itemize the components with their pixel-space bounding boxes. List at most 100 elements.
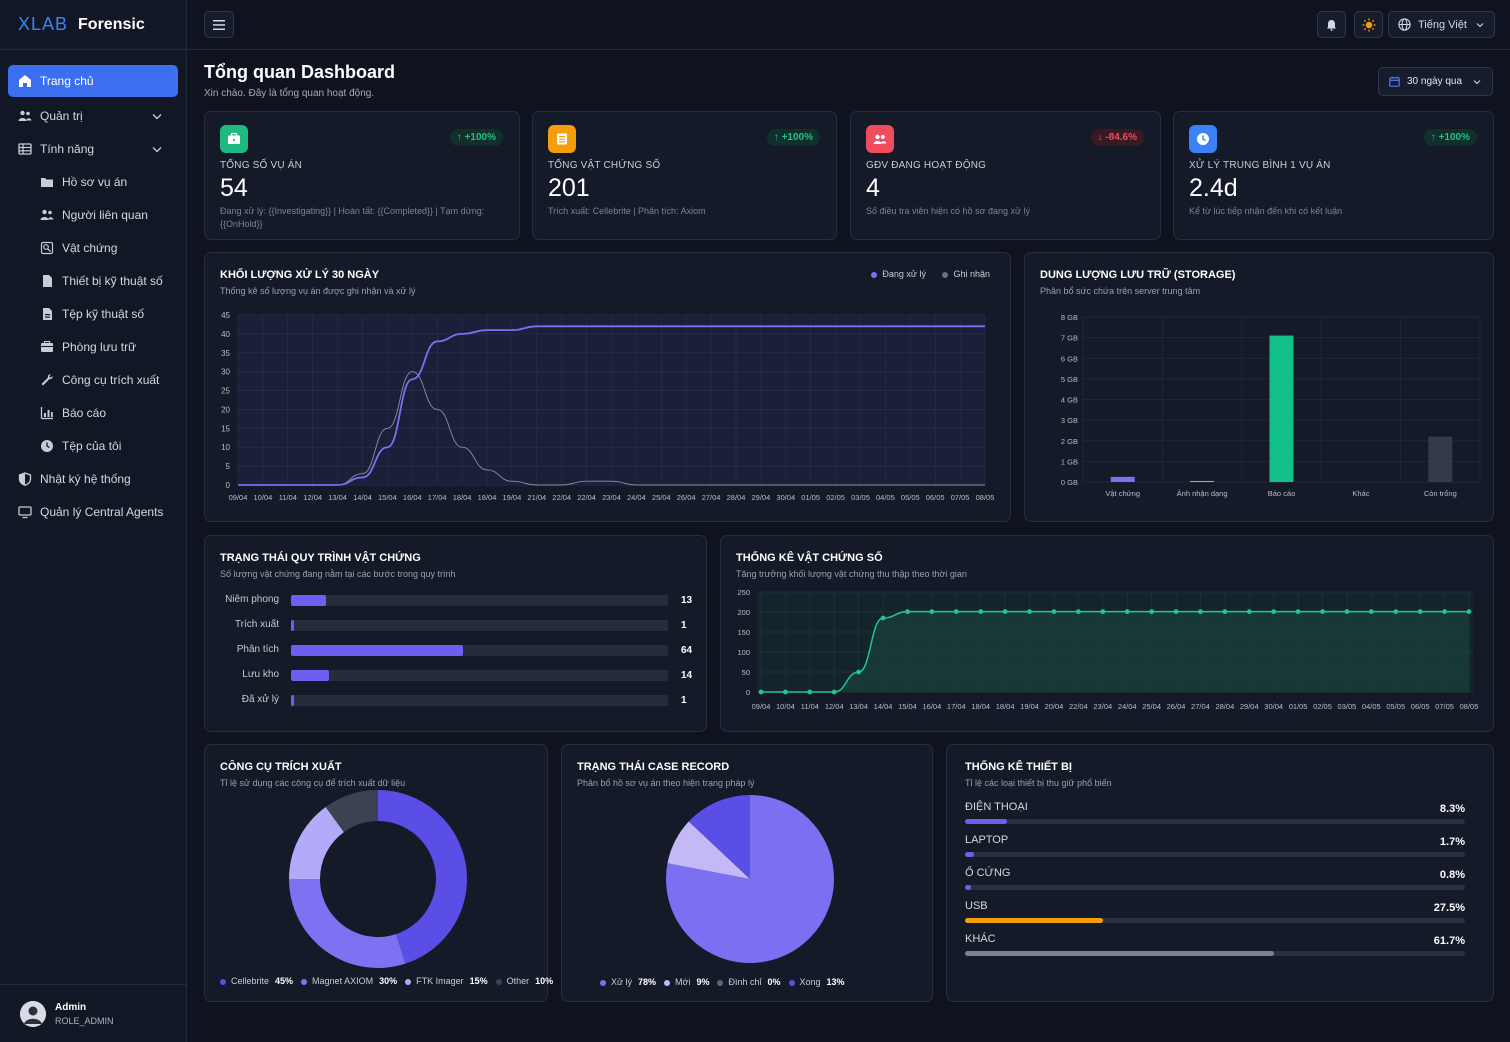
sidebar-item-storage[interactable]: Phòng lưu trữ <box>8 330 178 363</box>
device-row-track <box>965 819 1465 824</box>
data-point <box>953 609 959 614</box>
sidebar-item-grid[interactable]: Tính năng <box>8 132 178 165</box>
legend-item[interactable]: Mới 9% <box>664 977 717 987</box>
user-profile[interactable]: Admin ROLE_ADMIN <box>0 984 187 1042</box>
globe-icon <box>1398 18 1411 31</box>
legend-item[interactable]: Cellebrite 45% <box>220 976 301 986</box>
legend-dot <box>717 979 724 986</box>
theme-toggle-button[interactable] <box>1354 11 1383 38</box>
x-tick-label: 17/04 <box>947 702 966 711</box>
x-tick-label: 28/04 <box>727 493 746 502</box>
y-tick-label: 35 <box>221 349 230 358</box>
myfiles-icon <box>40 439 54 453</box>
language-select[interactable]: Tiếng Việt <box>1388 11 1495 38</box>
data-point <box>807 689 813 695</box>
legend-item[interactable]: Magnet AXIOM 30% <box>301 976 405 986</box>
data-point <box>929 609 935 614</box>
workflow-row-bar <box>291 620 294 631</box>
workflow-row-label: Đã xử lý <box>241 694 279 705</box>
x-tick-label: 25/04 <box>652 493 671 502</box>
data-point <box>1075 609 1081 614</box>
x-tick-label: 04/05 <box>876 493 895 502</box>
legend-item-received[interactable]: Ghi nhận <box>942 269 990 279</box>
x-tick-label: 21/04 <box>527 493 546 502</box>
sidebar-item-report[interactable]: Báo cáo <box>8 396 178 429</box>
data-point <box>1173 609 1179 614</box>
legend-item[interactable]: Xong 13% <box>788 977 853 987</box>
device-stats-card: THỐNG KÊ THIẾT BỊ Tỉ lệ các loại thiết b… <box>946 744 1494 1002</box>
device-row-track <box>965 918 1465 923</box>
sidebar-item-home[interactable]: Trang chủ <box>8 65 178 97</box>
sidebar-item-label: Vật chứng <box>62 240 118 255</box>
data-point <box>1442 609 1447 614</box>
sidebar-item-device[interactable]: Thiết bị kỹ thuật số <box>8 264 178 297</box>
data-point <box>880 615 886 621</box>
legend-value: 0% <box>767 977 781 987</box>
workflow-row-track <box>291 620 668 631</box>
storage-chart-title: DUNG LƯỢNG LƯU TRỮ (STORAGE) <box>1040 269 1236 281</box>
workflow-row-label: Phân tích <box>236 644 279 655</box>
legend-item[interactable]: Xử lý 78% <box>600 977 664 987</box>
legend-item[interactable]: FTK Imager 15% <box>405 976 496 986</box>
device-stats-subtitle: Tỉ lệ các loại thiết bị thu giữ phổ biến <box>965 778 1112 788</box>
legend-item[interactable]: Other 10% <box>495 976 562 986</box>
data-point <box>831 689 837 695</box>
workflow-row-label: Trích xuất <box>234 619 279 630</box>
trend-badge: ↑ +100% <box>1423 129 1477 146</box>
sidebar-item-folder[interactable]: Hồ sơ vụ án <box>8 165 178 198</box>
sidebar-item-label: Tệp kỹ thuật số <box>62 306 145 321</box>
sidebar-item-users[interactable]: Quản trị <box>8 99 178 132</box>
sidebar-item-file[interactable]: Tệp kỹ thuật số <box>8 297 178 330</box>
device-row-label: Ổ CỨNG <box>965 867 1011 879</box>
x-tick-label: 22/04 <box>1069 702 1088 711</box>
user-role: ROLE_ADMIN <box>55 1015 114 1026</box>
legend-value: 13% <box>826 977 845 987</box>
x-tick-label: 24/04 <box>627 493 646 502</box>
menu-toggle-button[interactable] <box>204 11 234 38</box>
sidebar-item-label: Tệp của tôi <box>62 438 122 453</box>
workflow-row-bar <box>291 695 294 706</box>
data-point <box>1417 609 1423 614</box>
y-tick-label: 0 <box>226 481 231 490</box>
x-tick-label: 03/05 <box>1338 702 1357 711</box>
brand-logo[interactable]: XLAB Forensic <box>0 0 186 50</box>
page-subtitle: Xin chào. Đây là tổng quan hoạt động. <box>204 88 375 99</box>
topbar: Tiếng Việt <box>187 0 1510 50</box>
device-icon <box>40 274 54 288</box>
evidence-icon <box>40 241 54 255</box>
sidebar-item-people[interactable]: Người liên quan <box>8 198 178 231</box>
workflow-row-value: 64 <box>681 645 693 656</box>
pie-slice <box>378 790 467 964</box>
y-tick-label: 3 GB <box>1061 416 1078 425</box>
sidebar-item-wrench[interactable]: Công cụ trích xuất <box>8 363 178 396</box>
stat-value: 4 <box>866 174 880 202</box>
legend-value: 78% <box>638 977 657 987</box>
workflow-row-value: 14 <box>681 670 693 681</box>
series-line-received <box>238 371 985 486</box>
sidebar-item-evidence[interactable]: Vật chứng <box>8 231 178 264</box>
x-tick-label: 14/04 <box>874 702 893 711</box>
x-tick-label: Khác <box>1352 489 1369 498</box>
legend-label: Xử lý <box>611 977 633 987</box>
device-row-value: 8.3% <box>1439 803 1465 815</box>
sidebar-item-shield[interactable]: Nhật ký hệ thống <box>8 462 178 495</box>
page-title: Tổng quan Dashboard <box>204 62 395 82</box>
y-tick-label: 15 <box>221 424 230 433</box>
sidebar-item-monitor[interactable]: Quản lý Central Agents <box>8 495 178 528</box>
legend-item[interactable]: Đình chỉ 0% <box>717 977 788 987</box>
device-row-label: KHÁC <box>965 933 996 945</box>
notifications-button[interactable] <box>1317 11 1346 38</box>
y-tick-label: 20 <box>221 405 230 414</box>
workflow-row-bar <box>291 670 329 681</box>
volume-chart-legend: Đang xử lý Ghi nhận <box>871 269 990 279</box>
chevron-down-icon <box>152 109 164 121</box>
date-range-select[interactable]: 30 ngày qua <box>1378 67 1493 96</box>
sidebar-item-myfiles[interactable]: Tệp của tôi <box>8 429 178 462</box>
legend-value: 9% <box>696 977 710 987</box>
sidebar-item-label: Trang chủ <box>40 74 94 88</box>
device-row-bar <box>965 918 1103 923</box>
volume-chart-title: KHỐI LƯỢNG XỬ LÝ 30 NGÀY <box>220 269 380 281</box>
x-tick-label: 25/04 <box>1142 702 1161 711</box>
x-tick-label: 01/05 <box>1289 702 1308 711</box>
legend-item-processing[interactable]: Đang xử lý <box>871 269 926 279</box>
